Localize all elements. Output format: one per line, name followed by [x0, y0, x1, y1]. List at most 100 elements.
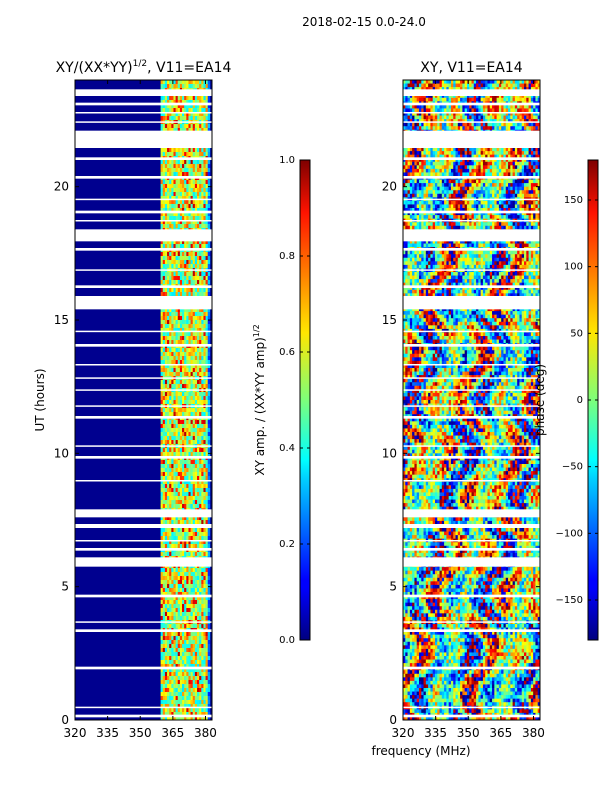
amp-cell [186, 292, 189, 297]
amp-cell [186, 312, 189, 317]
phase-cell [521, 115, 525, 120]
amp-cell [171, 640, 174, 645]
phase-cell [482, 122, 486, 127]
amp-cell [192, 400, 196, 405]
amp-cell [177, 708, 181, 713]
amp-cell [186, 664, 189, 669]
amp-cell [203, 716, 206, 720]
amp-cell [182, 368, 185, 373]
phase-cell [469, 83, 472, 88]
amp-cell [182, 540, 185, 545]
phase-cell [476, 97, 479, 102]
amp-cell [173, 692, 176, 697]
amp-cell [192, 420, 196, 425]
amp-cell [182, 592, 185, 597]
phase-cell [418, 122, 422, 127]
amp-cell [169, 124, 172, 129]
amp-cell [190, 504, 194, 509]
amp-cell [179, 332, 183, 337]
amp-cell [199, 544, 202, 549]
amp-cell [197, 408, 200, 413]
amp-cell [164, 536, 168, 541]
amp-cell [171, 540, 174, 545]
amp-cell [207, 676, 211, 681]
amp-cell [203, 572, 206, 577]
amp-cell [171, 192, 174, 197]
phase-cell [524, 97, 527, 102]
amp-cell [203, 712, 206, 717]
amp-cell [177, 364, 181, 369]
amp-cell [169, 364, 172, 369]
phase-cell [441, 119, 445, 123]
amp-cell [199, 280, 202, 285]
amp-cell [184, 588, 187, 593]
amp-cell [164, 436, 168, 441]
amp-cell [160, 440, 164, 445]
amp-cell [169, 368, 172, 373]
amp-cell [199, 152, 202, 157]
amp-cell [197, 460, 200, 465]
amp-cell [164, 668, 168, 673]
amp-cell [169, 256, 172, 261]
amp-cell [162, 368, 166, 373]
amp-cell [184, 584, 187, 589]
amp-cell [186, 584, 189, 589]
amp-cell [190, 164, 194, 169]
amp-cell [164, 660, 168, 665]
amp-cell [171, 208, 174, 213]
amp-cell [179, 252, 183, 257]
amp-cell [173, 688, 176, 693]
amp-cell [171, 204, 174, 209]
amp-cell [169, 292, 172, 297]
amp-cell [184, 328, 187, 333]
flagged-gap [75, 112, 212, 114]
phase-cell [489, 122, 493, 127]
amp-cell [162, 544, 166, 549]
amp-cell [182, 396, 185, 401]
amp-cell [171, 124, 174, 129]
phase-cell [453, 122, 456, 127]
amp-cell [190, 280, 194, 285]
amp-cell [175, 352, 179, 357]
amp-cell [167, 600, 170, 605]
amp-cell [173, 220, 176, 225]
phase-cell [457, 80, 461, 84]
amp-cell [201, 516, 204, 521]
amp-cell [194, 220, 198, 225]
amp-cell [179, 340, 183, 345]
amp-cell [205, 460, 209, 465]
amp-cell [167, 656, 170, 661]
amp-cell [179, 480, 183, 485]
amp-cell [169, 576, 172, 581]
phase-cell [505, 83, 509, 88]
amp-cell [175, 572, 179, 577]
amp-cell [194, 460, 198, 465]
amp-cell [197, 100, 200, 105]
amp-cell [199, 688, 202, 693]
phase-cell [498, 104, 502, 109]
amp-cell [167, 208, 170, 213]
flagged-gap [75, 480, 212, 482]
amp-cell [186, 704, 189, 709]
amp-cell [199, 596, 202, 601]
amp-cell [205, 700, 209, 705]
amp-cell [192, 212, 196, 217]
amp-cell [186, 152, 189, 157]
amp-cell [203, 436, 206, 441]
amp-cell [194, 152, 198, 157]
amp-cell [188, 348, 191, 353]
amp-cell [164, 396, 168, 401]
amp-cell [184, 644, 187, 649]
amp-cell [194, 436, 198, 441]
phase-cell [437, 83, 440, 88]
amp-cell [194, 532, 198, 537]
amp-cell [190, 716, 194, 720]
phase-cell [457, 115, 461, 120]
amp-cell [162, 104, 166, 109]
amp-cell [207, 412, 211, 417]
amp-cell [194, 380, 198, 385]
phase-cell [425, 80, 429, 84]
amp-cell [182, 364, 185, 369]
amp-cell [175, 472, 179, 477]
amp-cell [188, 468, 191, 473]
